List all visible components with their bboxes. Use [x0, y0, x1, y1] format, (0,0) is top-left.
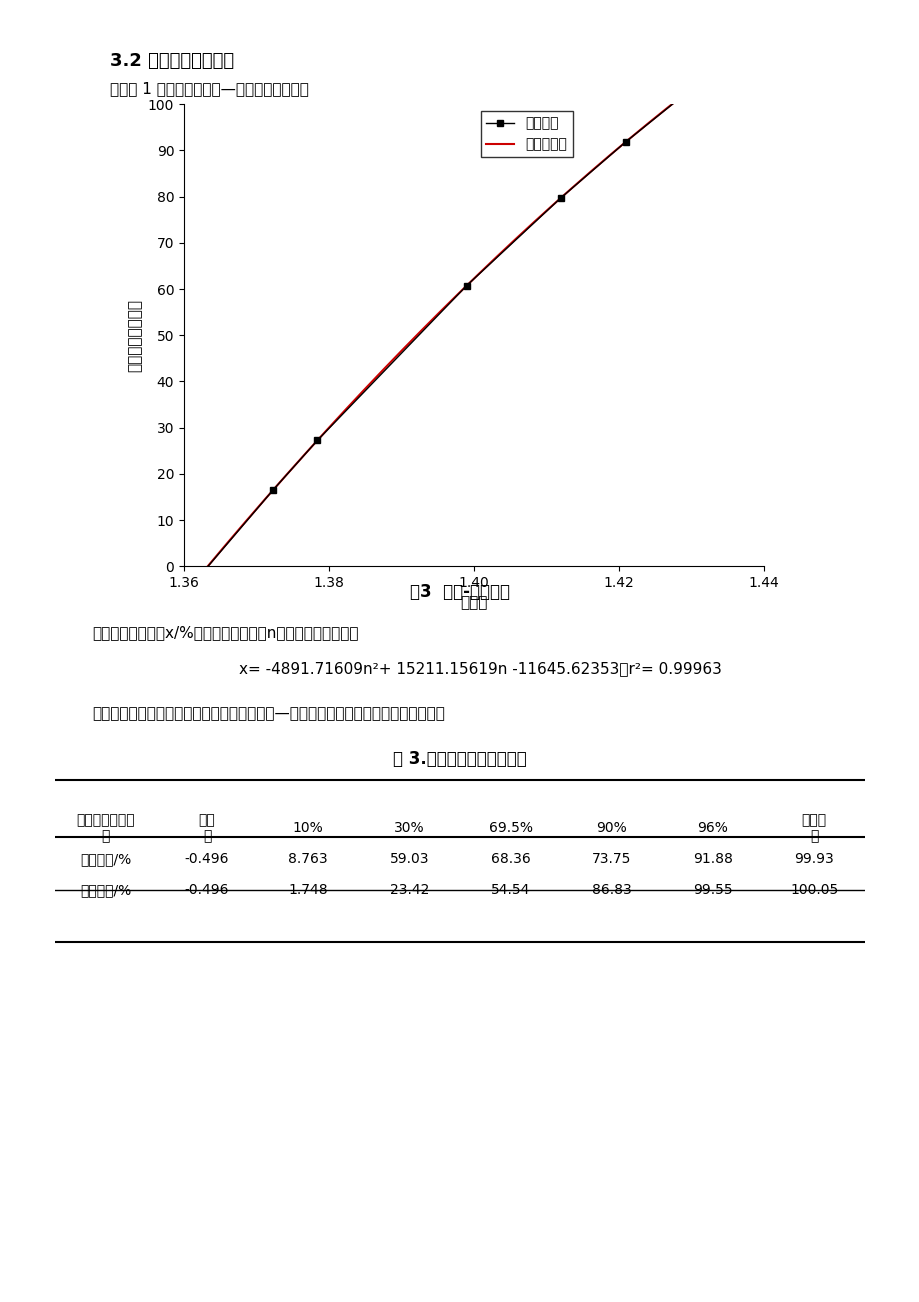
Text: 根据表 1 中数据绘制组成—折射率曲线如下：: 根据表 1 中数据绘制组成—折射率曲线如下：: [110, 81, 309, 96]
Text: 3.2 计算的数据、结果: 3.2 计算的数据、结果: [110, 52, 234, 70]
Text: 图3  组成-折射率图: 图3 组成-折射率图: [410, 583, 509, 602]
Text: 由工作曲线的拟合式计算，得到待测的环己烷—乙醇溶液在沸点下的气相和液相组成。: 由工作曲线的拟合式计算，得到待测的环己烷—乙醇溶液在沸点下的气相和液相组成。: [92, 706, 445, 721]
Legend: 质量分数, 拟合后曲线: 质量分数, 拟合后曲线: [481, 111, 572, 158]
Text: 环己烷质量分数（x/%）与溶液折射率（n）的关系拟合式为：: 环己烷质量分数（x/%）与溶液折射率（n）的关系拟合式为：: [92, 625, 358, 641]
X-axis label: 折射率: 折射率: [460, 595, 487, 611]
Text: x= -4891.71609n²+ 15211.15619n -11645.62353；r²= 0.99963: x= -4891.71609n²+ 15211.15619n -11645.62…: [239, 661, 721, 677]
Y-axis label: 环己烷的质量分数: 环己烷的质量分数: [127, 298, 142, 372]
Text: 表 3.待测溶液气相液相组成: 表 3.待测溶液气相液相组成: [392, 750, 527, 768]
